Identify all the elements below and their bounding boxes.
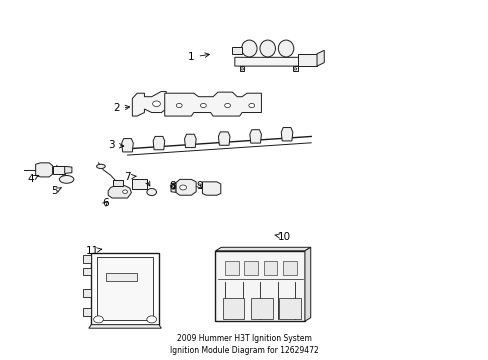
Circle shape (85, 291, 89, 294)
Polygon shape (292, 66, 297, 71)
Ellipse shape (241, 40, 257, 57)
Circle shape (240, 68, 243, 70)
Text: 8: 8 (169, 181, 176, 191)
Polygon shape (215, 247, 310, 251)
Polygon shape (278, 298, 300, 319)
Circle shape (146, 316, 156, 323)
Bar (283, 261, 296, 275)
Text: 1: 1 (187, 52, 209, 62)
Circle shape (146, 189, 156, 195)
Ellipse shape (278, 40, 293, 57)
Ellipse shape (59, 176, 74, 183)
Circle shape (180, 185, 186, 190)
Polygon shape (132, 91, 166, 116)
Circle shape (152, 101, 160, 107)
Circle shape (248, 103, 254, 108)
Text: 4: 4 (27, 174, 39, 184)
Circle shape (224, 103, 230, 108)
Bar (264, 261, 277, 275)
Polygon shape (122, 139, 133, 152)
Bar (244, 261, 258, 275)
Circle shape (176, 103, 182, 108)
Polygon shape (184, 134, 196, 148)
Polygon shape (281, 127, 292, 141)
Text: 3: 3 (108, 140, 123, 150)
Polygon shape (305, 247, 310, 321)
Bar (97, 257, 153, 320)
Polygon shape (153, 136, 164, 150)
Polygon shape (250, 298, 272, 319)
Text: 2: 2 (113, 103, 129, 113)
Polygon shape (297, 54, 316, 66)
Circle shape (171, 186, 176, 189)
Polygon shape (316, 50, 324, 66)
Text: 5: 5 (52, 186, 61, 196)
Polygon shape (89, 325, 161, 328)
Polygon shape (176, 179, 196, 195)
Polygon shape (232, 47, 242, 54)
Circle shape (94, 316, 103, 323)
Polygon shape (132, 179, 146, 189)
Polygon shape (36, 163, 53, 177)
Text: 10: 10 (274, 232, 290, 242)
Text: 11: 11 (85, 246, 102, 256)
Text: 9: 9 (196, 181, 203, 192)
Bar (224, 261, 238, 275)
Circle shape (85, 311, 89, 314)
Text: 6: 6 (102, 198, 109, 208)
Circle shape (122, 190, 127, 193)
Polygon shape (113, 180, 122, 186)
Polygon shape (82, 268, 91, 275)
Polygon shape (82, 289, 91, 297)
Circle shape (85, 270, 89, 273)
Text: 7: 7 (124, 172, 136, 182)
Polygon shape (234, 57, 300, 66)
Polygon shape (249, 130, 261, 143)
Polygon shape (202, 182, 221, 195)
Ellipse shape (260, 40, 275, 57)
Polygon shape (64, 166, 72, 174)
Polygon shape (53, 166, 64, 174)
Polygon shape (164, 92, 261, 116)
Polygon shape (218, 132, 229, 145)
Bar (134, 181, 144, 188)
Polygon shape (223, 298, 244, 319)
Circle shape (85, 258, 89, 261)
Polygon shape (171, 183, 176, 192)
Polygon shape (108, 186, 131, 198)
Circle shape (200, 103, 206, 108)
Polygon shape (215, 251, 305, 321)
Text: 2009 Hummer H3T Ignition System
Ignition Module Diagram for 12629472: 2009 Hummer H3T Ignition System Ignition… (170, 334, 318, 355)
Bar (105, 273, 137, 282)
Circle shape (293, 68, 296, 70)
Polygon shape (82, 308, 91, 316)
Polygon shape (82, 255, 91, 263)
Polygon shape (239, 66, 244, 71)
Ellipse shape (96, 164, 105, 168)
